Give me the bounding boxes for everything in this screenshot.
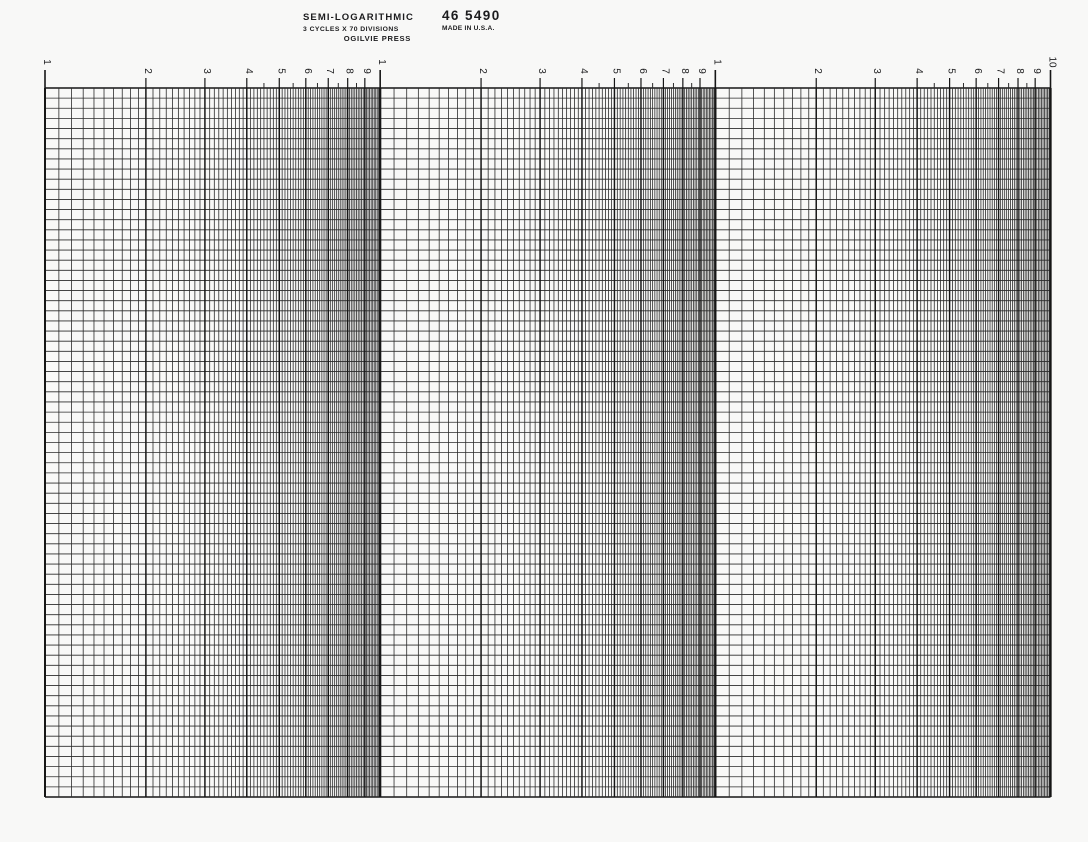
sheet-title: SEMI-LOGARITHMIC	[303, 12, 415, 23]
axis-tick-label: 6	[302, 68, 313, 74]
axis-tick-label: 2	[477, 68, 488, 74]
header-title-block: SEMI-LOGARITHMIC 3 CYCLES X 70 DIVISIONS…	[303, 12, 415, 43]
axis-tick-label: 5	[275, 68, 286, 74]
sheet-subtitle: 3 CYCLES X 70 DIVISIONS	[303, 25, 399, 33]
axis-tick-label: 6	[972, 68, 983, 74]
axis-tick-label: 3	[871, 68, 882, 74]
header-part-block: 46 5490 MADE IN U.S.A.	[442, 8, 501, 32]
axis-tick-label: 7	[995, 68, 1006, 74]
axis-tick-label: 5	[946, 68, 957, 74]
axis-tick-label: 1	[41, 59, 52, 65]
axis-tick-label: 9	[696, 68, 707, 74]
origin-label: MADE IN U.S.A.	[442, 25, 495, 32]
axis-tick-label: 4	[243, 68, 254, 74]
axis-tick-label: 7	[324, 68, 335, 74]
axis-tick-label: 2	[142, 68, 153, 74]
axis-tick-label: 3	[536, 68, 547, 74]
publisher-name: OGILVIE PRESS	[343, 34, 411, 43]
axis-tick-label: 5	[610, 68, 621, 74]
axis-tick-label: 8	[1014, 68, 1025, 74]
axis-tick-label: 4	[913, 68, 924, 74]
axis-tick-label: 8	[679, 68, 690, 74]
axis-tick-label: 3	[201, 68, 212, 74]
axis-tick-label: 7	[659, 68, 670, 74]
axis-tick-label: 8	[344, 68, 355, 74]
axis-tick-label: 1	[376, 59, 387, 65]
axis-tick-label: 2	[812, 68, 823, 74]
axis-tick-label: 6	[637, 68, 648, 74]
axis-tick-label: 10	[1047, 56, 1058, 68]
part-number: 46 5490	[442, 8, 501, 23]
axis-tick-label: 4	[578, 68, 589, 74]
axis-tick-label: 9	[1031, 68, 1042, 74]
axis-tick-label: 9	[361, 68, 372, 74]
axis-tick-label: 1	[711, 59, 722, 65]
